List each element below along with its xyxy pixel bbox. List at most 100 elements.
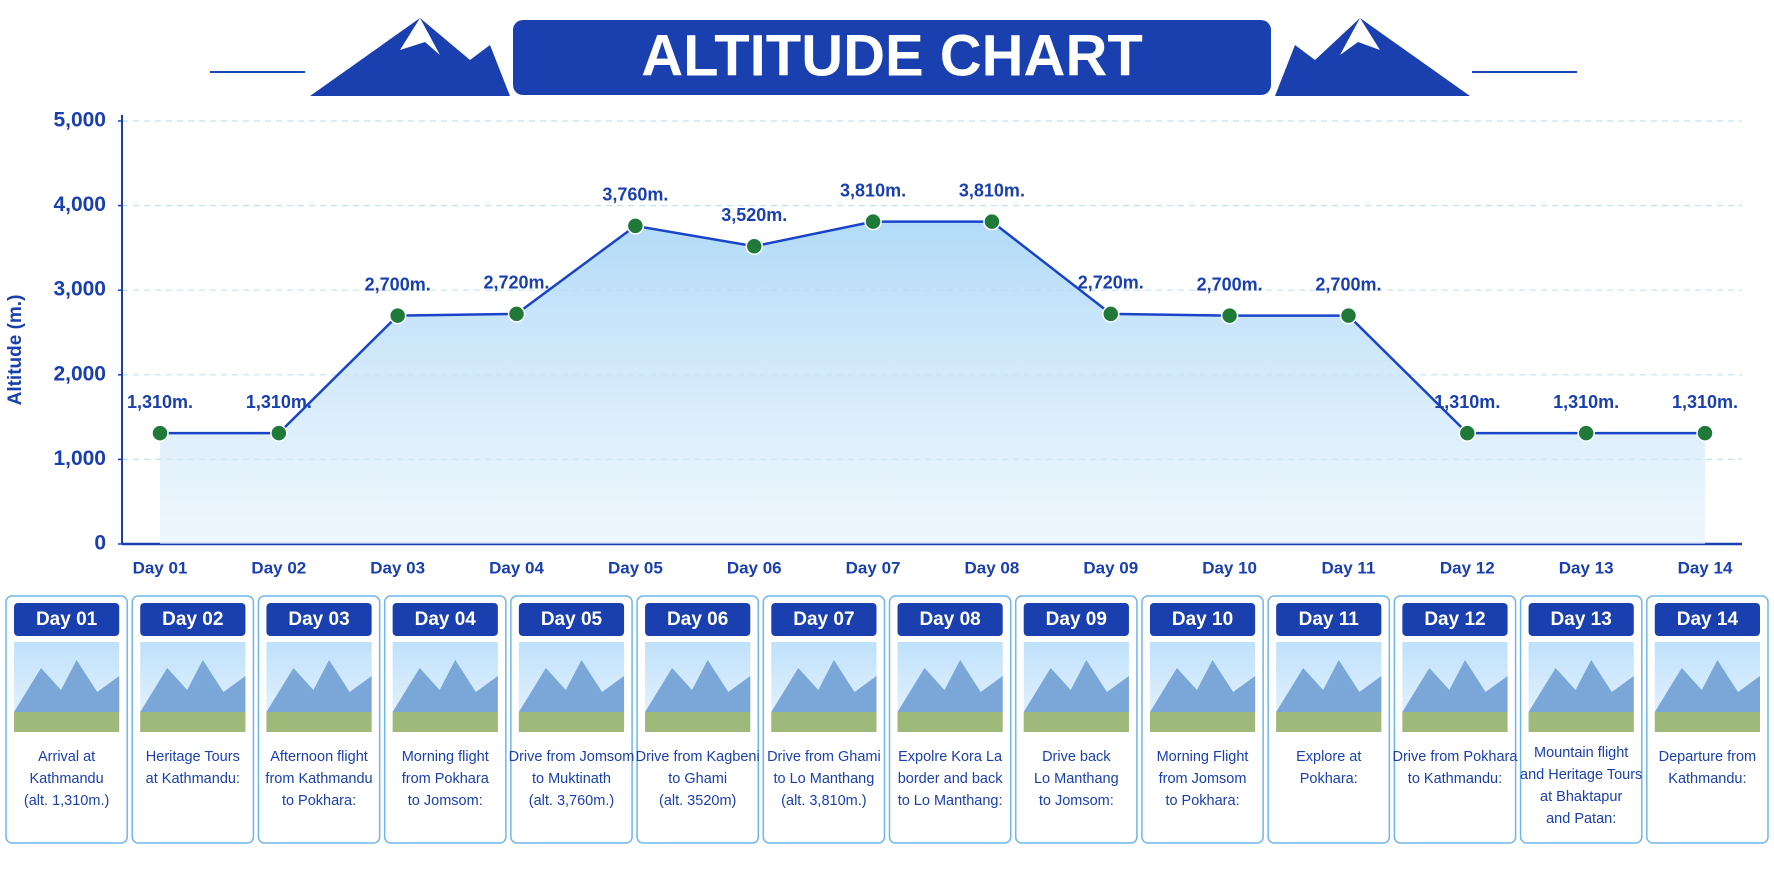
x-tick-label: Day 14 xyxy=(1678,558,1733,577)
card-day: Day 02 xyxy=(162,609,223,630)
card-day: Day 11 xyxy=(1299,609,1360,630)
day-card: Day 02 Heritage Tours at Kathmandu: xyxy=(131,595,255,844)
point xyxy=(626,217,645,235)
card-day: Day 08 xyxy=(919,609,980,630)
day-card: Day 04 Morning flight from Pokhara to Jomso… xyxy=(383,595,507,844)
point xyxy=(1696,424,1714,442)
card-text: to Lo Manthang xyxy=(774,771,875,787)
value-label: 2,700m. xyxy=(1197,274,1263,294)
card-header xyxy=(897,603,1003,636)
card-text: to Pokhara: xyxy=(1165,793,1239,809)
card-text: Explore at xyxy=(1296,749,1361,765)
card-ground xyxy=(266,712,372,732)
card-text: to Lo Manthang: xyxy=(898,793,1003,809)
card-text: (alt. 3,760m.) xyxy=(529,793,614,809)
card-text: to Kathmandu: xyxy=(1408,771,1502,787)
card-mountains xyxy=(518,660,625,712)
card-text: Afternoon flight xyxy=(270,749,368,765)
y-tick-label: 3,000 xyxy=(53,278,106,301)
card-mountains xyxy=(266,660,372,712)
card-ground xyxy=(1023,712,1129,732)
card-header xyxy=(771,603,877,636)
card-day: Day 06 xyxy=(667,609,728,630)
card-mountains xyxy=(1402,660,1508,712)
card-mountains xyxy=(897,660,1003,712)
point xyxy=(270,424,288,442)
card-header xyxy=(1654,603,1760,636)
y-tick-label: 2,000 xyxy=(53,362,106,385)
point xyxy=(151,424,169,442)
day-card: Day 12 Drive from Pokhara to Kathmandu: xyxy=(1393,595,1518,844)
card-text: from Pokhara xyxy=(402,771,490,787)
value-label: 1,310m. xyxy=(127,392,193,412)
x-tick-label: Day 03 xyxy=(370,558,425,577)
x-tick-label: Day 07 xyxy=(846,558,901,577)
value-label: 3,810m. xyxy=(840,180,906,200)
card-mountains xyxy=(1528,660,1634,712)
point xyxy=(1102,305,1120,323)
card-header xyxy=(266,603,372,636)
card-ground xyxy=(518,712,625,732)
x-tick-label: Day 10 xyxy=(1202,558,1257,577)
card-day: Day 13 xyxy=(1551,609,1612,630)
card-day: Day 09 xyxy=(1046,609,1107,630)
card-mountains xyxy=(1276,660,1382,712)
card-ground xyxy=(645,712,751,732)
card-day: Day 10 xyxy=(1172,609,1233,630)
day-card: Day 05 Drive from Jomsom to Muktinath (alt.… xyxy=(509,595,635,844)
card-text: to Ghami xyxy=(668,771,727,787)
card-text: Expolre Kora La xyxy=(898,749,1003,765)
card-mountains xyxy=(140,660,246,712)
card-text: Mountain flight xyxy=(1534,745,1628,761)
card-mountains xyxy=(645,660,751,712)
value-label: 1,310m. xyxy=(246,392,312,412)
day-card: Day 07 Drive from Ghami to Lo Manthang (alt… xyxy=(762,595,886,844)
card-day: Day 04 xyxy=(415,609,477,630)
chart-title: ALTITUDE CHART xyxy=(641,23,1143,88)
value-label: 1,310m. xyxy=(1553,392,1619,412)
point xyxy=(1220,306,1239,325)
card-text: from Kathmandu xyxy=(265,771,372,787)
card-text: Drive from Jomsom xyxy=(509,749,635,765)
card-header xyxy=(1276,603,1382,636)
card-ground xyxy=(14,712,120,732)
point xyxy=(507,305,526,323)
card-header xyxy=(1402,603,1508,636)
card-text: to Pokhara: xyxy=(282,793,356,809)
card-text: to Muktinath xyxy=(532,771,611,787)
card-mountains xyxy=(1149,660,1256,712)
card-text: (alt. 1,310m.) xyxy=(24,793,109,809)
y-tick-label: 5,000 xyxy=(53,109,106,132)
value-label: 3,810m. xyxy=(959,180,1025,200)
card-text: from Jomsom xyxy=(1159,771,1247,787)
point xyxy=(1339,306,1358,325)
y-tick-label: 0 xyxy=(94,532,106,555)
x-tick-label: Day 12 xyxy=(1440,558,1495,577)
card-text: Arrival at xyxy=(38,749,95,765)
card-ground xyxy=(897,712,1003,732)
card-text: at Bhaktapur xyxy=(1540,789,1622,805)
value-label: 3,760m. xyxy=(602,185,668,205)
y-tick-label: 1,000 xyxy=(53,447,106,470)
card-text: Kathmandu: xyxy=(1668,771,1746,787)
card-header xyxy=(1149,603,1256,636)
day-card: Day 01 Arrival at Kathmandu (alt. 1,310m.) xyxy=(5,595,128,844)
card-mountains xyxy=(771,660,877,712)
day-card: Day 13 Mountain flight and Heritage Tours a… xyxy=(1519,595,1643,844)
card-text: and Patan: xyxy=(1546,811,1616,827)
value-label: 2,700m. xyxy=(365,274,431,294)
card-mountains xyxy=(1023,660,1129,712)
day-card: Day 10 Morning Flight from Jomsom to Pokhar… xyxy=(1141,595,1264,844)
card-text: to Jomsom: xyxy=(1039,793,1114,809)
card-day: Day 14 xyxy=(1677,609,1739,630)
card-mountains xyxy=(392,660,498,712)
point xyxy=(388,306,407,325)
card-text: Lo Manthang xyxy=(1034,771,1119,787)
card-ground xyxy=(771,712,877,732)
card-ground xyxy=(1276,712,1382,732)
card-text: Drive from Ghami xyxy=(767,749,881,765)
x-tick-label: Day 11 xyxy=(1322,558,1376,577)
x-tick-label: Day 01 xyxy=(133,558,188,577)
day-card: Day 11 Explore at Pokhara: xyxy=(1267,595,1391,844)
